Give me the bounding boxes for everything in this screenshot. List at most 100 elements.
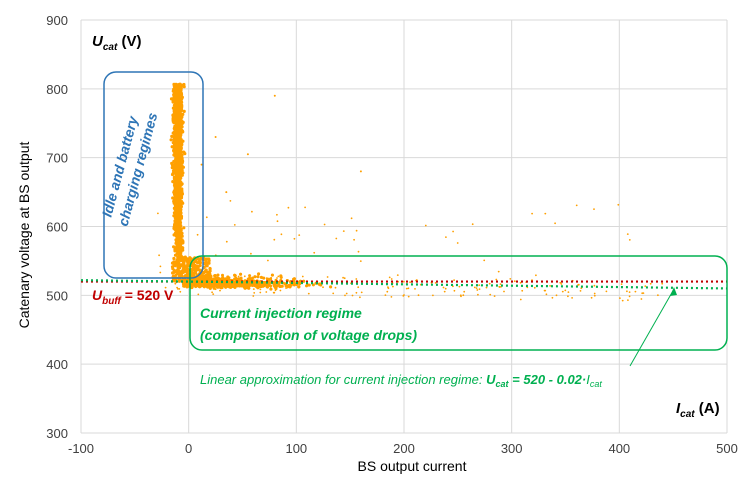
data-point bbox=[549, 285, 551, 287]
data-point bbox=[287, 206, 290, 209]
y-tick-label: 300 bbox=[46, 426, 68, 441]
data-point bbox=[649, 282, 652, 285]
data-point bbox=[197, 293, 200, 296]
y-axis-title: Catenary voltage at BS output bbox=[16, 142, 32, 329]
data-point bbox=[277, 275, 280, 278]
data-point bbox=[531, 212, 533, 215]
data-point bbox=[224, 284, 228, 288]
data-point bbox=[256, 275, 260, 279]
data-point bbox=[218, 279, 222, 282]
data-point bbox=[177, 232, 181, 236]
data-point bbox=[544, 212, 547, 215]
data-point bbox=[170, 163, 175, 167]
data-point bbox=[219, 289, 221, 292]
data-point bbox=[251, 210, 253, 213]
data-point bbox=[473, 286, 476, 289]
data-point bbox=[521, 289, 524, 292]
data-point bbox=[206, 275, 209, 278]
data-point bbox=[180, 168, 184, 172]
data-point bbox=[307, 292, 310, 295]
data-point bbox=[159, 265, 162, 268]
data-point bbox=[177, 288, 179, 290]
data-point bbox=[229, 200, 232, 202]
data-point bbox=[386, 290, 389, 293]
data-point bbox=[182, 85, 186, 89]
data-point bbox=[197, 259, 201, 263]
data-point bbox=[407, 287, 410, 290]
idle-regime-box bbox=[103, 71, 204, 279]
data-point bbox=[256, 286, 260, 290]
data-point bbox=[621, 299, 624, 302]
data-point bbox=[359, 260, 362, 262]
data-point bbox=[626, 233, 629, 236]
data-point bbox=[181, 248, 185, 252]
data-point bbox=[246, 153, 249, 156]
data-point bbox=[344, 294, 346, 297]
data-point bbox=[182, 282, 186, 286]
data-point bbox=[175, 136, 179, 140]
data-point bbox=[414, 288, 416, 290]
data-point bbox=[246, 277, 250, 281]
y-tick-label: 800 bbox=[46, 82, 68, 97]
data-point bbox=[571, 297, 573, 299]
data-point bbox=[579, 290, 582, 292]
data-point bbox=[253, 292, 256, 294]
data-point bbox=[343, 277, 346, 280]
data-point bbox=[279, 284, 283, 288]
data-point bbox=[176, 245, 180, 249]
data-point bbox=[174, 176, 178, 181]
data-point bbox=[173, 253, 178, 257]
data-point bbox=[452, 230, 454, 233]
data-point bbox=[334, 286, 337, 289]
data-point bbox=[289, 283, 293, 287]
data-point bbox=[360, 291, 363, 294]
data-point bbox=[174, 215, 178, 219]
data-point bbox=[403, 280, 405, 283]
ucat-axis-label: Ucat (V) bbox=[92, 33, 141, 53]
data-point bbox=[226, 275, 230, 279]
data-point bbox=[180, 238, 184, 242]
data-point bbox=[265, 286, 268, 288]
data-point bbox=[172, 256, 176, 261]
data-point bbox=[220, 284, 223, 288]
data-point bbox=[174, 138, 178, 142]
data-point bbox=[259, 288, 262, 291]
data-point bbox=[387, 287, 390, 290]
data-point bbox=[359, 296, 361, 299]
data-point bbox=[262, 276, 266, 280]
data-point bbox=[483, 259, 486, 262]
data-point bbox=[519, 298, 522, 301]
data-point bbox=[183, 257, 187, 261]
data-point bbox=[177, 111, 181, 115]
data-point bbox=[463, 290, 466, 293]
data-point bbox=[253, 275, 257, 279]
data-point bbox=[178, 203, 182, 207]
data-point bbox=[174, 111, 178, 115]
data-point bbox=[626, 290, 628, 293]
data-point bbox=[488, 282, 491, 285]
data-point bbox=[178, 121, 182, 125]
data-point bbox=[272, 281, 276, 285]
data-point bbox=[171, 113, 175, 117]
data-point bbox=[173, 231, 178, 235]
linear-approx-label: Linear approximation for current injecti… bbox=[200, 372, 602, 389]
data-point bbox=[203, 261, 208, 265]
data-point bbox=[205, 216, 208, 219]
data-point bbox=[176, 164, 181, 168]
data-point bbox=[564, 289, 567, 292]
data-point bbox=[533, 286, 536, 289]
data-point bbox=[444, 287, 447, 290]
data-point bbox=[174, 282, 177, 285]
data-point bbox=[273, 238, 276, 241]
data-point bbox=[409, 281, 411, 284]
data-point bbox=[304, 206, 306, 209]
data-point bbox=[177, 215, 182, 219]
data-point bbox=[265, 291, 268, 293]
x-tick-label: 300 bbox=[501, 441, 523, 456]
data-point bbox=[471, 223, 474, 226]
data-point bbox=[252, 288, 255, 290]
data-point bbox=[227, 277, 231, 281]
linear-approx-arrowhead bbox=[670, 287, 677, 296]
data-point bbox=[415, 279, 418, 281]
data-point bbox=[173, 193, 177, 197]
